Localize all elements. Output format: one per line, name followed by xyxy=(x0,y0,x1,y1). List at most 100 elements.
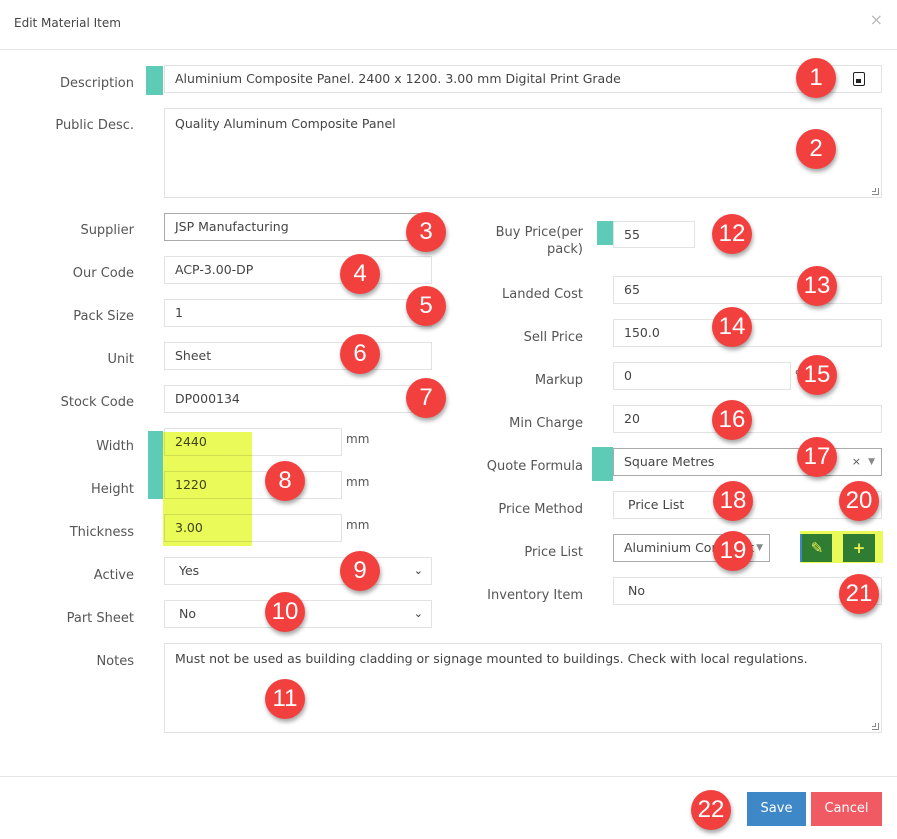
stock-code-input[interactable]: DP000134 xyxy=(164,385,432,413)
min-charge-value: 20 xyxy=(624,411,640,426)
markup-input[interactable]: 0 xyxy=(613,362,791,390)
modal-header: Edit Material Item × xyxy=(0,0,897,50)
highlight-overlay xyxy=(163,432,252,546)
supplier-select[interactable]: JSP Manufacturing xyxy=(164,213,432,241)
description-input[interactable]: Aluminium Composite Panel. 2400 x 1200. … xyxy=(164,65,882,93)
sell-price-label: Sell Price xyxy=(523,330,583,345)
public-desc-label: Public Desc. xyxy=(55,118,134,133)
id-card-icon[interactable] xyxy=(853,72,865,86)
required-marker xyxy=(592,447,613,481)
description-value: Aluminium Composite Panel. 2400 x 1200. … xyxy=(175,71,621,86)
modal-footer xyxy=(0,776,897,839)
required-marker xyxy=(597,221,613,245)
annotation-badge: 3 xyxy=(406,212,446,252)
public-desc-textarea[interactable]: Quality Aluminum Composite Panel xyxy=(164,108,882,198)
supplier-value: JSP Manufacturing xyxy=(175,219,289,234)
markup-label: Markup xyxy=(534,373,583,388)
chevron-down-icon: ⌄ xyxy=(413,564,423,577)
annotation-badge: 17 xyxy=(797,437,837,477)
edit-price-list-button[interactable]: ✎ xyxy=(800,534,832,562)
unit-value: Sheet xyxy=(175,348,212,363)
chevron-down-icon: ⌄ xyxy=(413,607,423,620)
inventory-item-value: No xyxy=(628,583,645,598)
annotation-badge: 4 xyxy=(340,254,380,294)
active-label: Active xyxy=(93,568,134,583)
edit-icon: ✎ xyxy=(810,539,824,557)
description-label: Description xyxy=(59,76,134,91)
annotation-badge: 13 xyxy=(797,266,837,306)
annotation-badge: 15 xyxy=(797,355,837,395)
annotation-badge: 1 xyxy=(796,58,836,98)
height-unit: mm xyxy=(346,475,370,489)
inventory-item-label: Inventory Item xyxy=(487,588,583,603)
price-method-value: Price List xyxy=(628,497,685,512)
buy-price-label: Buy Price(per pack) xyxy=(460,224,583,258)
our-code-label: Our Code xyxy=(72,266,134,281)
pack-size-value: 1 xyxy=(175,305,183,320)
sell-price-input[interactable]: 150.0 xyxy=(613,319,882,347)
annotation-badge: 19 xyxy=(713,531,753,571)
unit-label: Unit xyxy=(107,352,134,367)
landed-cost-value: 65 xyxy=(624,282,640,297)
buy-price-input[interactable]: 55 xyxy=(613,221,695,248)
active-value: Yes xyxy=(179,563,200,578)
resize-handle-icon[interactable] xyxy=(872,188,879,195)
thickness-label: Thickness xyxy=(69,525,134,540)
annotation-badge: 16 xyxy=(712,400,752,440)
annotation-badge: 10 xyxy=(265,592,305,632)
supplier-label: Supplier xyxy=(80,223,134,238)
our-code-input[interactable]: ACP-3.00-DP xyxy=(164,256,432,284)
annotation-badge: 22 xyxy=(691,790,731,830)
price-method-label: Price Method xyxy=(498,502,583,517)
annotation-badge: 6 xyxy=(340,334,380,374)
save-button[interactable]: Save xyxy=(747,792,806,826)
annotation-badge: 5 xyxy=(406,286,446,326)
modal-title: Edit Material Item xyxy=(14,16,121,30)
notes-value: Must not be used as building cladding or… xyxy=(175,651,808,666)
resize-handle-icon[interactable] xyxy=(872,723,879,730)
cancel-button[interactable]: Cancel xyxy=(811,792,882,826)
plus-icon: + xyxy=(852,539,866,557)
annotation-badge: 14 xyxy=(712,307,752,347)
annotation-badge: 2 xyxy=(796,129,836,169)
quote-formula-select[interactable]: Square Metres × ▼ xyxy=(613,448,882,476)
quote-formula-label: Quote Formula xyxy=(486,459,583,474)
annotation-badge: 7 xyxy=(406,378,446,418)
annotation-badge: 18 xyxy=(713,481,753,521)
annotation-badge: 20 xyxy=(839,481,879,521)
stock-code-label: Stock Code xyxy=(60,395,134,410)
buy-price-label-line1: Buy Price(per xyxy=(495,225,583,240)
landed-cost-input[interactable]: 65 xyxy=(613,276,882,304)
notes-label: Notes xyxy=(96,654,134,669)
markup-value: 0 xyxy=(624,368,632,383)
required-marker xyxy=(146,66,163,95)
annotation-badge: 12 xyxy=(712,214,752,254)
buy-price-label-line2: pack) xyxy=(547,242,583,257)
min-charge-label: Min Charge xyxy=(509,416,583,431)
buy-price-value: 55 xyxy=(624,227,640,242)
annotation-badge: 9 xyxy=(340,551,380,591)
inventory-item-select[interactable]: No xyxy=(613,577,882,605)
pack-size-input[interactable]: 1 xyxy=(164,299,432,327)
width-unit: mm xyxy=(346,432,370,446)
clear-icon[interactable]: × xyxy=(851,455,861,468)
annotation-badge: 8 xyxy=(265,461,305,501)
thickness-unit: mm xyxy=(346,518,370,532)
unit-input[interactable]: Sheet xyxy=(164,342,432,370)
add-price-list-button[interactable]: + xyxy=(843,534,875,562)
public-desc-value: Quality Aluminum Composite Panel xyxy=(175,116,396,131)
sell-price-value: 150.0 xyxy=(624,325,660,340)
annotation-badge: 21 xyxy=(839,574,879,614)
dropdown-arrow-icon: ▼ xyxy=(754,535,763,561)
part-sheet-value: No xyxy=(179,606,196,621)
close-icon[interactable]: × xyxy=(869,10,883,29)
active-select[interactable]: Yes ⌄ xyxy=(164,557,432,585)
width-label: Width xyxy=(96,439,134,454)
part-sheet-label: Part Sheet xyxy=(66,611,134,626)
dropdown-arrow-icon: ▼ xyxy=(868,457,875,467)
required-marker xyxy=(148,431,163,499)
stock-code-value: DP000134 xyxy=(175,391,240,406)
quote-formula-value: Square Metres xyxy=(624,454,715,469)
our-code-value: ACP-3.00-DP xyxy=(175,262,254,277)
pack-size-label: Pack Size xyxy=(73,309,134,324)
